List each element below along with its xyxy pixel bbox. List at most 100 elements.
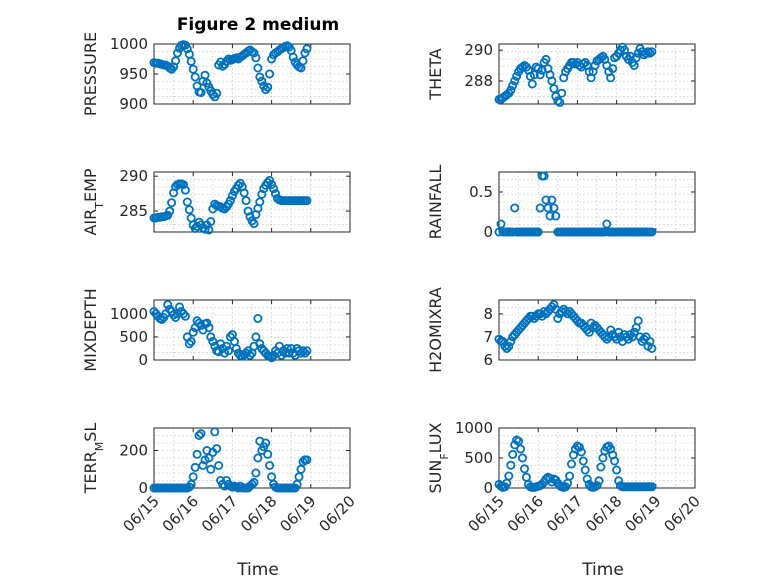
- data-point: [210, 427, 220, 437]
- data-point: [512, 71, 522, 81]
- data-point: [190, 72, 200, 82]
- data-point: [643, 47, 653, 57]
- data-point: [188, 327, 198, 337]
- data-point: [206, 464, 216, 474]
- data-point: [261, 438, 271, 448]
- data-point: [514, 436, 524, 446]
- data-point: [535, 70, 545, 80]
- data-point: [163, 300, 173, 310]
- data-point: [251, 332, 261, 342]
- data-point: [590, 61, 600, 71]
- data-point: [243, 206, 253, 216]
- data-point: [204, 323, 214, 333]
- data-point: [253, 313, 263, 323]
- data-point: [174, 302, 184, 312]
- y-tick-label: 950: [119, 65, 148, 83]
- data-point: [198, 460, 208, 470]
- data-point: [257, 76, 267, 86]
- subplot-pressure: 900 950 1000 PRESSURE: [81, 32, 351, 116]
- data-point: [608, 64, 618, 74]
- data-series: [149, 175, 312, 235]
- data-point: [298, 56, 308, 66]
- data-point: [247, 479, 257, 489]
- data-point: [196, 88, 206, 98]
- data-point: [631, 53, 641, 63]
- data-point: [582, 474, 592, 484]
- data-point: [257, 189, 267, 199]
- data-point: [520, 464, 530, 474]
- y-tick-label: 1000: [110, 305, 148, 323]
- data-point: [555, 98, 565, 108]
- data-point: [529, 70, 539, 80]
- axes-box: [498, 43, 696, 105]
- y-axis-label: THETA: [426, 48, 445, 100]
- y-tick-label: 0: [138, 351, 148, 369]
- data-point: [549, 300, 559, 310]
- data-series: [149, 300, 312, 363]
- data-series: [494, 42, 657, 108]
- y-tick-label: 0: [483, 479, 493, 497]
- y-tick-label: 7: [483, 328, 493, 346]
- y-tick-label: 6: [483, 351, 493, 369]
- data-point: [508, 449, 518, 459]
- data-point: [527, 79, 537, 89]
- data-point: [196, 429, 206, 439]
- data-point: [182, 44, 192, 54]
- data-point: [633, 316, 643, 326]
- subplot-mixdepth: 0 500 1000 MIXDEPTH: [81, 288, 351, 372]
- y-tick-label: 500: [119, 328, 148, 346]
- data-point: [286, 343, 296, 353]
- data-point: [576, 447, 586, 457]
- y-axis-label: MIXDEPTH: [81, 288, 100, 371]
- data-point: [208, 336, 218, 346]
- data-point: [506, 85, 516, 95]
- data-point: [506, 336, 516, 346]
- y-tick-label: 290: [464, 41, 493, 59]
- y-axis-label: TERRMSL: [81, 423, 106, 495]
- data-point: [647, 227, 657, 237]
- y-tick-label: 500: [464, 449, 493, 467]
- data-point: [212, 444, 222, 454]
- data-point: [549, 203, 559, 213]
- data-point: [614, 476, 624, 486]
- y-tick-label: 1000: [110, 35, 148, 53]
- y-tick-label: 200: [119, 442, 148, 460]
- y-tick-label: 288: [464, 72, 493, 90]
- data-point: [567, 459, 577, 469]
- data-point: [212, 88, 222, 98]
- axes-box: [153, 171, 351, 233]
- data-point: [267, 353, 277, 363]
- data-point: [206, 216, 216, 226]
- y-tick-label: 285: [119, 202, 148, 220]
- data-point: [249, 219, 259, 229]
- data-point: [263, 82, 273, 92]
- data-point: [547, 76, 557, 86]
- data-point: [612, 465, 622, 475]
- data-point: [578, 456, 588, 466]
- data-point: [249, 477, 259, 487]
- data-point: [182, 197, 192, 207]
- data-point: [502, 343, 512, 353]
- y-axis-label: PRESSURE: [81, 32, 100, 116]
- x-axis-label-right: Time: [581, 560, 624, 580]
- data-point: [539, 171, 549, 181]
- data-series: [149, 40, 312, 102]
- data-point: [543, 203, 553, 213]
- data-point: [553, 96, 563, 106]
- data-point: [270, 189, 280, 199]
- data-point: [190, 462, 200, 472]
- y-tick-label: 290: [119, 167, 148, 185]
- data-point: [265, 460, 275, 470]
- axes-box: [498, 299, 696, 361]
- data-point: [194, 430, 204, 440]
- data-point: [504, 471, 514, 481]
- data-point: [302, 346, 312, 356]
- figure-title: Figure 2 medium: [177, 15, 339, 35]
- x-axis-label-left: Time: [236, 560, 279, 580]
- data-point: [251, 468, 261, 478]
- data-point: [551, 211, 561, 221]
- data-point: [225, 196, 235, 206]
- data-point: [594, 476, 604, 486]
- subplot-grid: 900 950 1000 PRESSURE 288 290 THETA 285 290 AIRTE…: [81, 32, 704, 535]
- data-point: [167, 198, 177, 208]
